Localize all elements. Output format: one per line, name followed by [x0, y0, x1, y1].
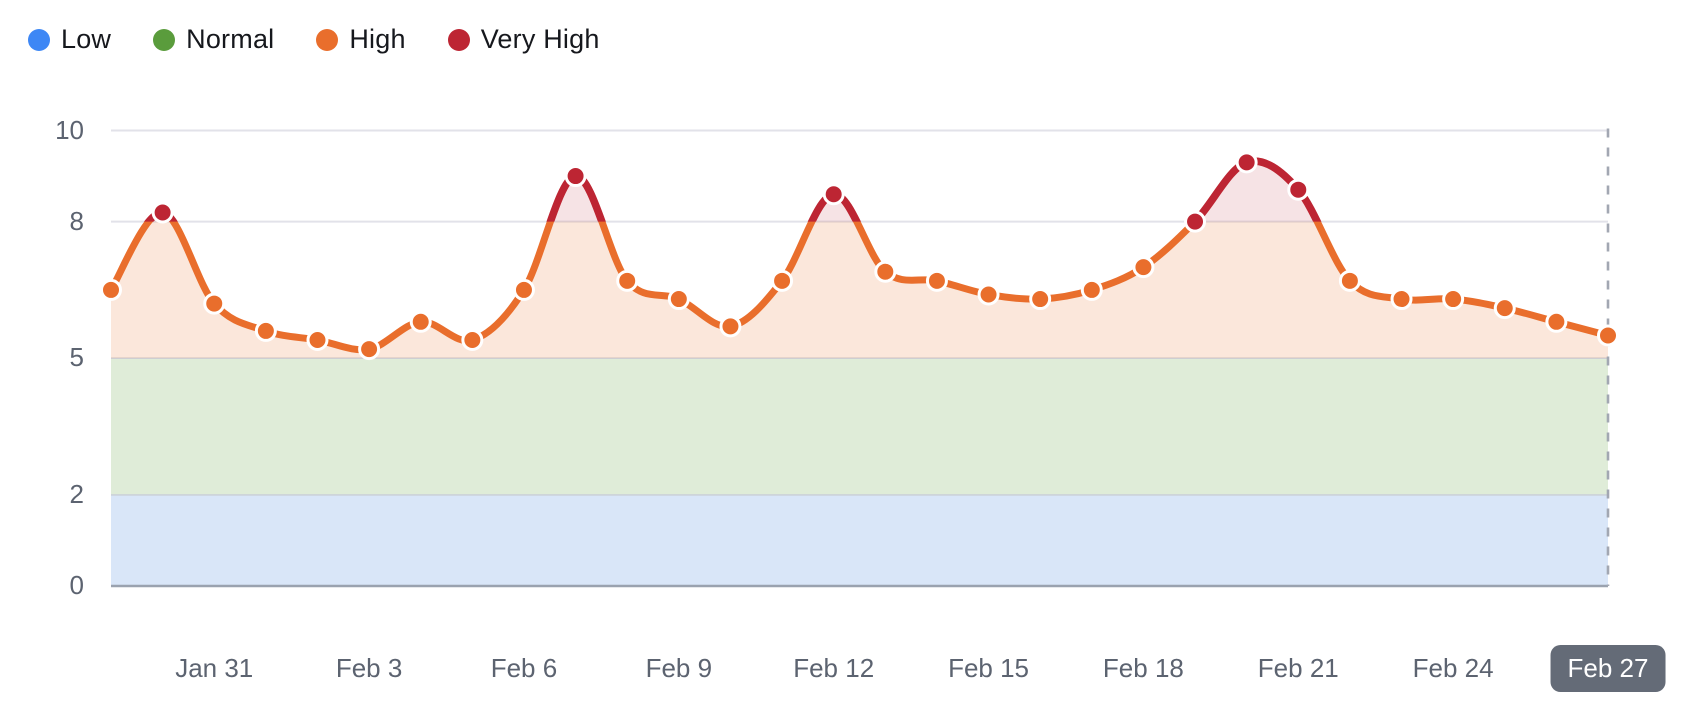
x-tick-label: Feb 12	[793, 653, 875, 683]
y-tick-label: 2	[69, 478, 84, 509]
data-point[interactable]	[616, 269, 639, 292]
chart-legend: Low Normal High Very High	[28, 24, 600, 55]
data-point[interactable]	[203, 292, 226, 315]
x-tick-label: Jan 31	[175, 653, 254, 683]
data-point[interactable]	[254, 319, 277, 342]
legend-dot-normal-icon	[153, 28, 176, 51]
data-point[interactable]	[667, 288, 690, 311]
legend-label: Normal	[186, 24, 275, 54]
legend-dot-low-icon	[28, 28, 50, 51]
data-point[interactable]	[1184, 210, 1207, 233]
data-point[interactable]	[1235, 151, 1258, 174]
data-point[interactable]	[977, 283, 1000, 306]
legend-item-low[interactable]: Low	[28, 24, 111, 55]
band-low	[111, 494, 1608, 586]
x-tick-label-selected[interactable]: Feb 27	[1550, 645, 1666, 692]
x-tick-label: Feb 24	[1412, 653, 1494, 683]
data-point[interactable]	[1287, 178, 1310, 201]
x-tick-label: Feb 6	[490, 653, 558, 683]
data-point[interactable]	[822, 183, 845, 206]
x-tick-label: Feb 3	[335, 653, 403, 683]
data-point[interactable]	[1390, 288, 1413, 311]
y-tick-label: 8	[69, 205, 84, 236]
legend-label: Low	[61, 24, 112, 54]
data-point[interactable]	[358, 338, 381, 361]
x-tick-label: Feb 21	[1257, 653, 1339, 683]
data-point[interactable]	[771, 269, 794, 292]
data-point[interactable]	[512, 278, 535, 301]
data-point[interactable]	[409, 310, 432, 333]
data-point[interactable]	[1597, 324, 1619, 347]
data-point[interactable]	[461, 329, 484, 352]
legend-item-high[interactable]: High	[316, 24, 406, 55]
data-point[interactable]	[100, 278, 122, 301]
legend-label: High	[349, 24, 406, 54]
x-tick-label: Feb 9	[645, 653, 713, 683]
data-point[interactable]	[1132, 256, 1155, 279]
legend-item-very-high[interactable]: Very High	[447, 24, 600, 55]
data-point[interactable]	[1545, 310, 1568, 333]
data-point[interactable]	[1338, 269, 1361, 292]
y-tick-label: 10	[55, 114, 84, 145]
legend-dot-very-high-icon	[447, 28, 470, 51]
data-point[interactable]	[306, 329, 329, 352]
data-point[interactable]	[1493, 297, 1516, 320]
data-point[interactable]	[151, 201, 174, 224]
data-point[interactable]	[874, 260, 897, 283]
data-point[interactable]	[1080, 278, 1103, 301]
data-point[interactable]	[925, 269, 948, 292]
legend-label: Very High	[480, 24, 600, 54]
legend-dot-high-icon	[316, 28, 339, 51]
data-point[interactable]	[719, 315, 742, 338]
data-point[interactable]	[564, 165, 587, 188]
x-tick-label: Feb 15	[948, 653, 1030, 683]
legend-item-normal[interactable]: Normal	[153, 24, 274, 55]
y-tick-label: 5	[69, 342, 84, 373]
y-tick-label: 0	[69, 569, 84, 600]
band-normal	[111, 358, 1608, 495]
data-point[interactable]	[1442, 288, 1465, 311]
x-tick-label: Feb 18	[1102, 653, 1184, 683]
data-point[interactable]	[1029, 288, 1052, 311]
series-area-high	[111, 221, 1608, 359]
